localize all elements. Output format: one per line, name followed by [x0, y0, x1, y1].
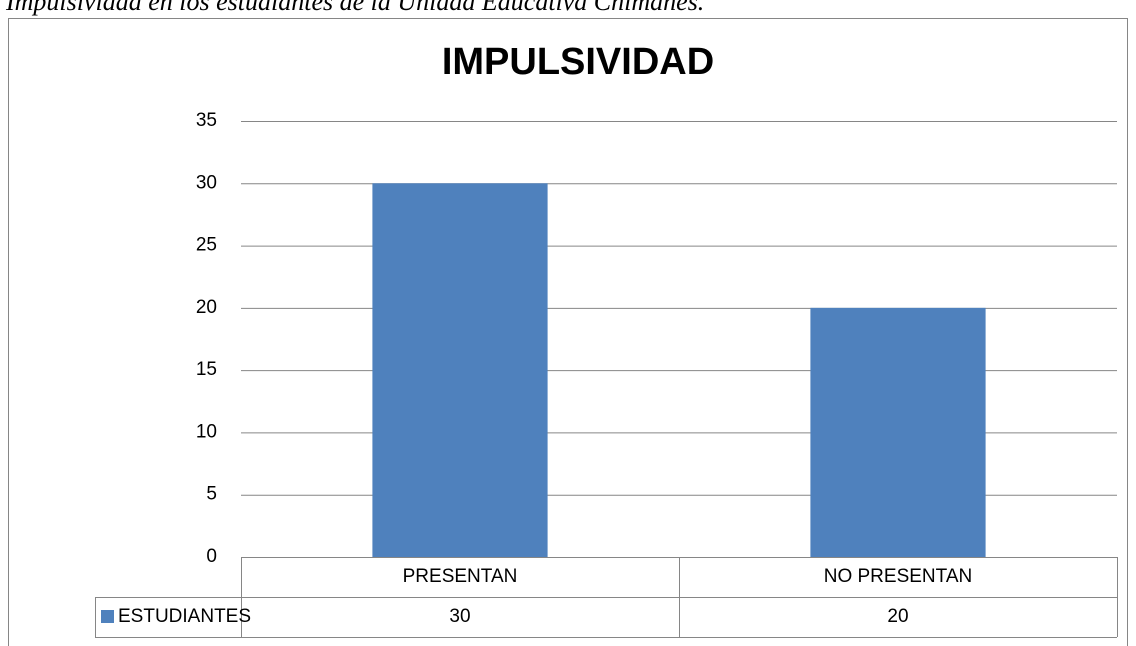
data-table-value: 30 [449, 606, 470, 627]
y-tick-label: 20 [196, 297, 217, 318]
caption: Impulsividad en los estudiantes de la Un… [5, 0, 704, 16]
legend-swatch [101, 610, 114, 623]
data-table-value: 20 [887, 606, 908, 627]
chart-frame [8, 18, 1128, 646]
chart-title: IMPULSIVIDAD [442, 41, 714, 83]
y-tick-label: 10 [196, 421, 217, 442]
bar [810, 307, 986, 557]
legend-label: ESTUDIANTES [118, 606, 251, 627]
y-tick-label: 35 [196, 110, 217, 131]
y-tick-label: 15 [196, 359, 217, 380]
x-tick-label: PRESENTAN [403, 566, 518, 587]
y-tick-label: 5 [206, 484, 217, 505]
x-tick-label: NO PRESENTAN [824, 566, 973, 587]
y-tick-label: 30 [196, 172, 217, 193]
y-tick-label: 0 [206, 546, 217, 567]
y-tick-label: 25 [196, 235, 217, 256]
bar [372, 183, 548, 558]
